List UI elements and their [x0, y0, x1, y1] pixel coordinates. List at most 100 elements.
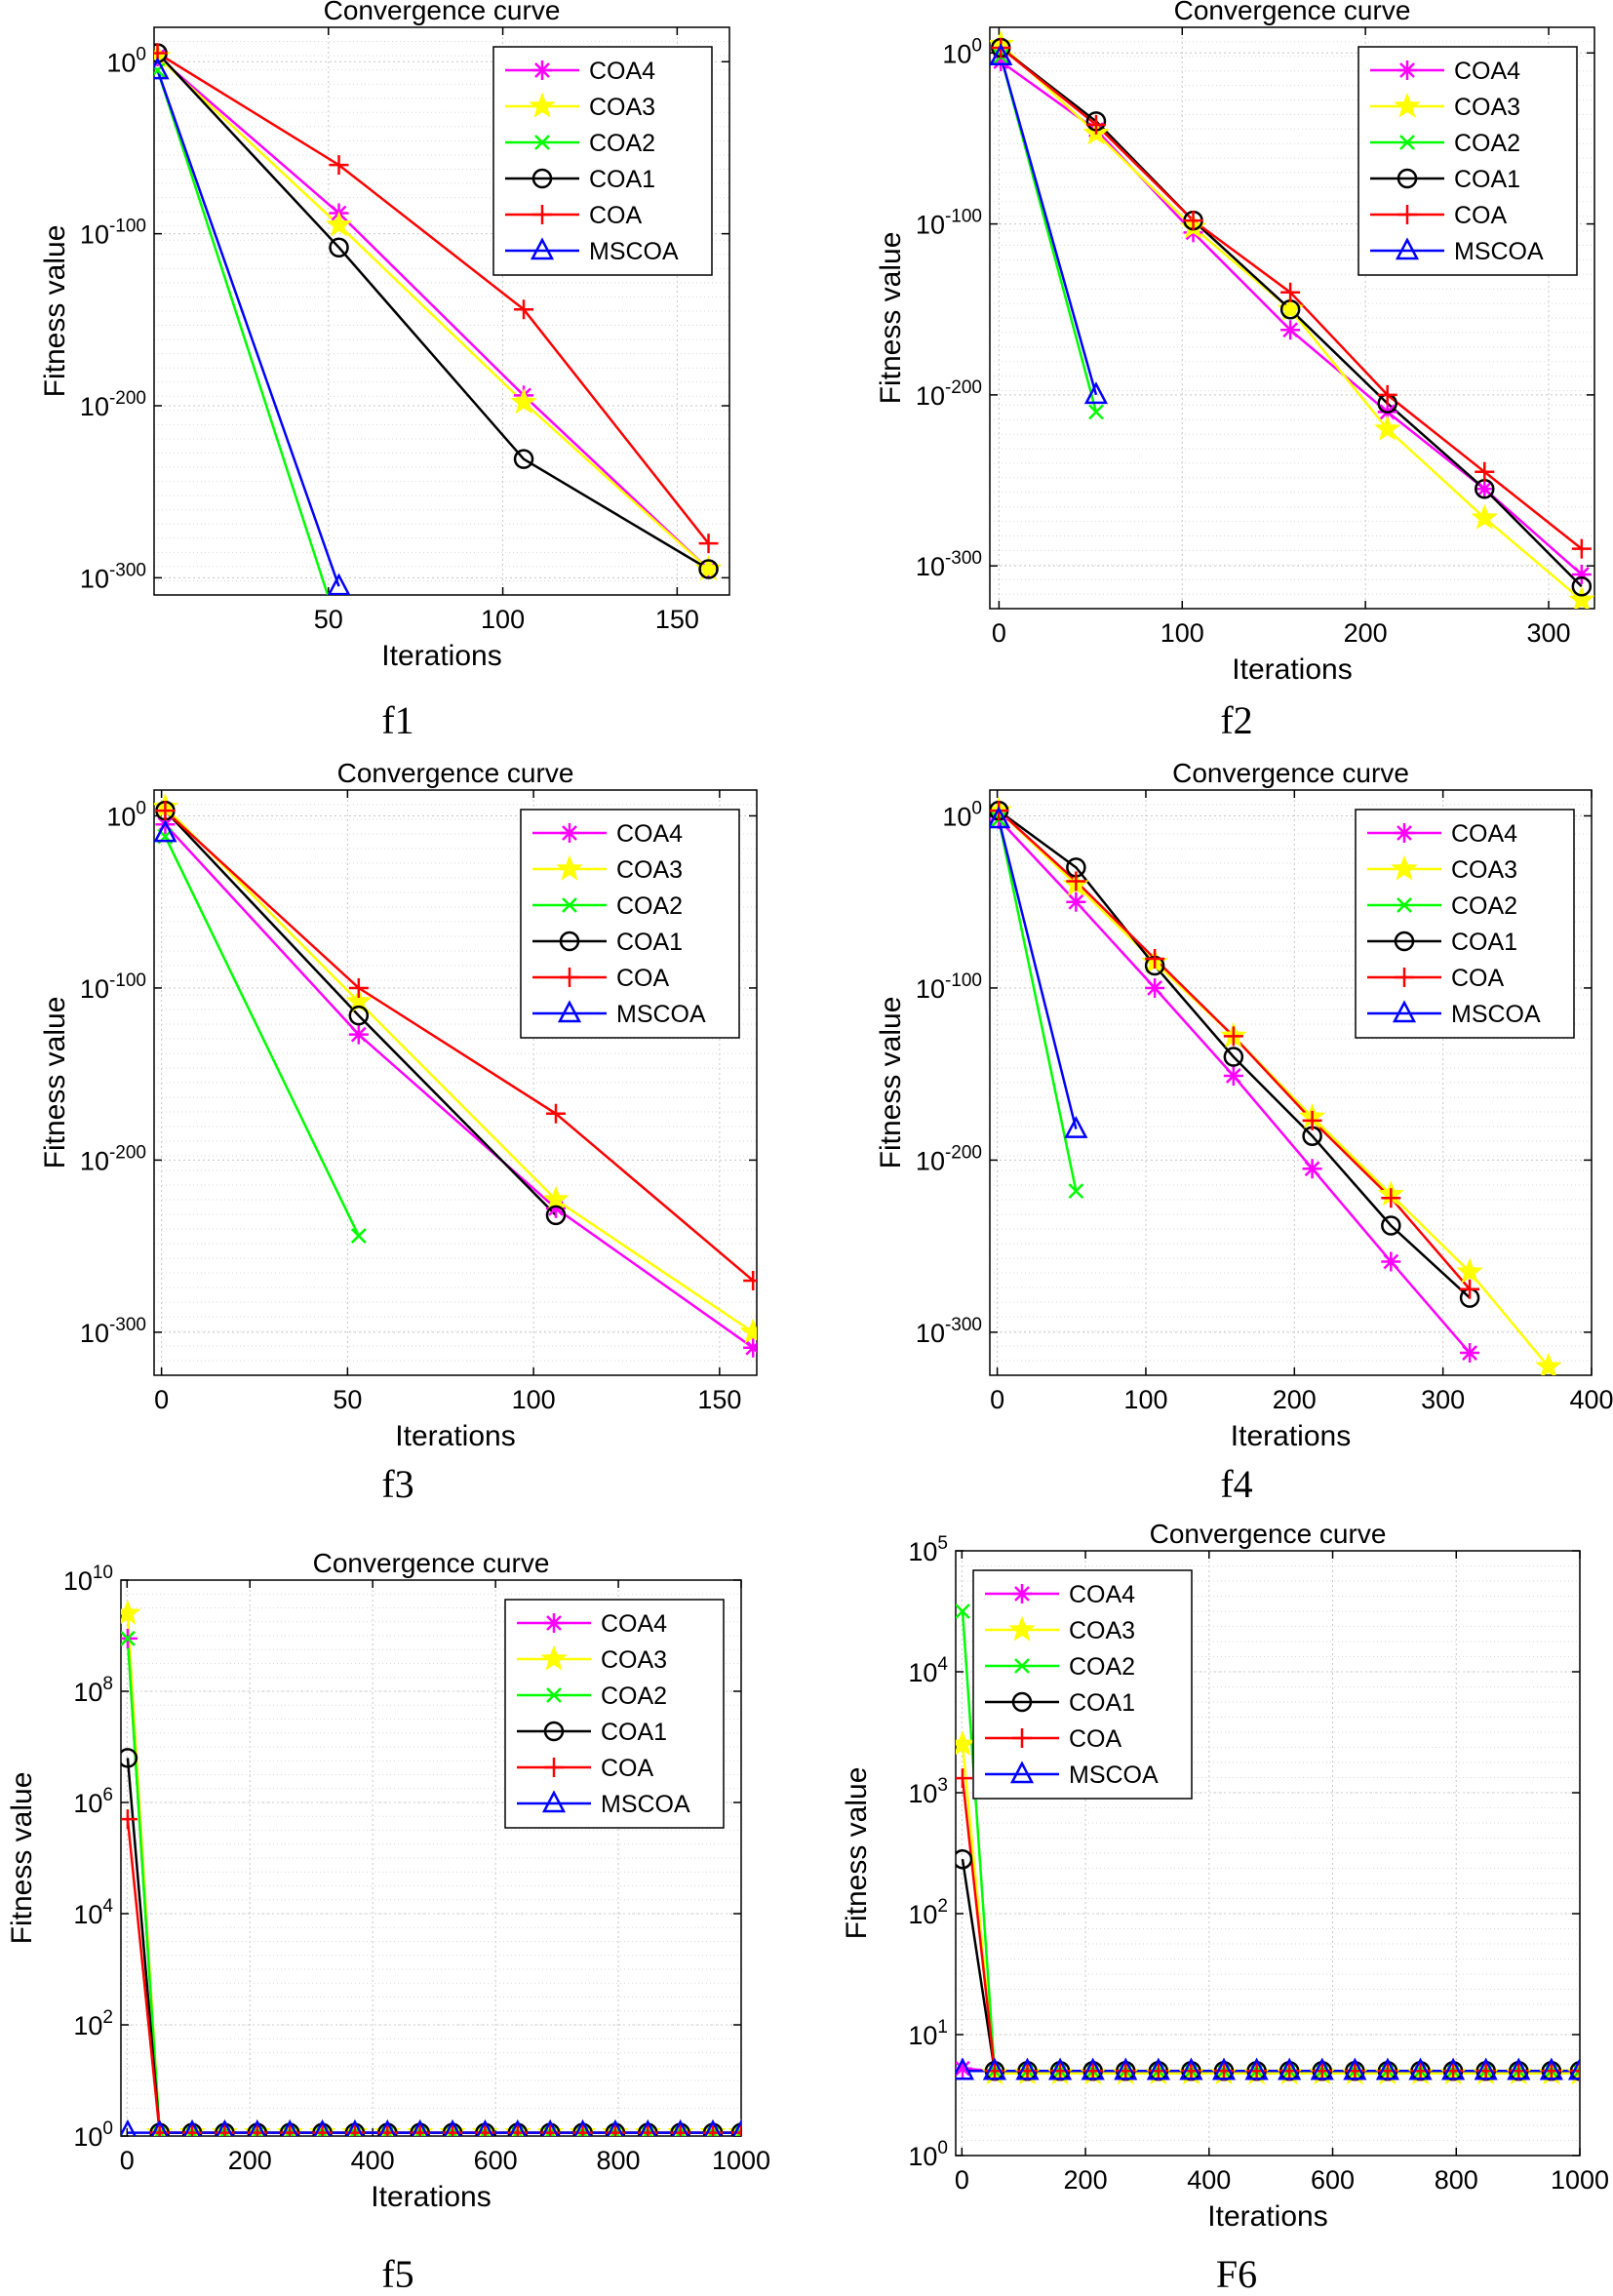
legend-marker: [546, 1687, 562, 1703]
data-point-coa: [1571, 538, 1592, 559]
data-point-mscoa: [378, 2118, 397, 2136]
y-tick-label: 100: [106, 798, 146, 831]
legend-marker: [560, 968, 579, 987]
y-tick-label: 106: [73, 1785, 113, 1818]
legend-box: [504, 1599, 725, 1829]
plot-area: [990, 796, 1562, 1375]
data-point-mscoa: [327, 573, 351, 595]
data-point-mscoa: [990, 806, 1011, 829]
data-point-mscoa: [982, 2057, 1006, 2080]
data-point-coa: [1085, 114, 1106, 135]
series-line-coa3: [156, 56, 710, 571]
data-point-mscoa: [1310, 2057, 1334, 2080]
data-point-mscoa: [411, 2118, 429, 2136]
data-point-mscoa: [1081, 2057, 1105, 2080]
legend: COA4 COA3 COA2 COA1 COA MSCOA: [492, 46, 713, 276]
x-tick-label: 800: [597, 2146, 641, 2175]
legend-marker: [1392, 1000, 1417, 1023]
data-point-coa4: [1066, 891, 1086, 912]
panel-caption: f1: [381, 698, 413, 742]
legend-box: [1357, 46, 1578, 276]
data-point-mscoa: [216, 2118, 234, 2136]
series-line-coa: [164, 810, 755, 1282]
legend-box: [520, 809, 740, 1039]
series-line-coa1: [156, 52, 710, 571]
y-tick-label: 10-200: [80, 1142, 146, 1175]
y-tick-label: 100: [942, 35, 982, 68]
y-tick-label: 10-100: [80, 217, 146, 250]
data-point-coa: [1280, 282, 1301, 302]
y-tick-label: 10-200: [80, 388, 146, 421]
legend-marker: [1395, 237, 1420, 260]
y-tick-label: 10-200: [916, 377, 982, 411]
data-point-mscoa: [248, 2118, 266, 2136]
y-tick-label: 10-300: [80, 1315, 146, 1348]
data-point-coa4: [956, 2058, 972, 2078]
legend-marker: [1397, 897, 1412, 913]
data-point-coa4: [1381, 1251, 1401, 1272]
data-point-coa: [514, 299, 534, 320]
legend-marker: [530, 237, 555, 260]
legend-label-coa1: COA1: [1454, 166, 1520, 193]
data-point-mscoa: [154, 819, 177, 843]
chart-panel-f3: 0 50 100 150 100 10-100 10-200 10-300 Convergenc…: [39, 758, 758, 1506]
data-point-coa3: [1568, 585, 1594, 609]
data-point-coa: [546, 1103, 566, 1124]
data-point-coa3: [325, 211, 353, 237]
chart-title: Convergence curve: [337, 758, 574, 788]
data-point-coa1: [698, 559, 719, 579]
data-point-coa4: [1571, 564, 1592, 584]
axes-frame: [153, 26, 730, 596]
data-point-coa: [698, 534, 719, 554]
data-point-coa3: [1471, 503, 1498, 530]
data-point-coa2: [1068, 1183, 1084, 1200]
data-point-coa: [743, 1270, 757, 1290]
legend-label-coa3: COA3: [1451, 856, 1517, 884]
data-point-coa3: [121, 1599, 141, 1625]
legend-marker: [1397, 60, 1417, 80]
data-point-coa3: [739, 1318, 757, 1344]
data-point-coa4: [348, 1024, 369, 1045]
legend-marker: [1395, 823, 1414, 843]
data-point-mscoa: [508, 2118, 527, 2136]
legend-label-mscoa: MSCOA: [589, 238, 679, 265]
axes-frame: [989, 26, 1595, 610]
y-tick-label: 104: [908, 1654, 948, 1687]
y-axis-label: Fitness value: [39, 997, 71, 1169]
legend-label-mscoa: MSCOA: [601, 1791, 690, 1818]
data-point-coa: [1475, 461, 1495, 482]
data-point-mscoa: [1375, 2057, 1400, 2080]
y-tick-label: 1010: [63, 1563, 113, 1596]
legend-marker: [1012, 1584, 1032, 1603]
axes-frame: [120, 1579, 742, 2137]
data-point-coa2: [121, 1630, 136, 1646]
legend-box: [972, 1569, 1193, 1800]
series-line-coa1: [998, 810, 1471, 1299]
data-point-mscoa: [1278, 2057, 1302, 2080]
legend-marker: [560, 823, 579, 843]
data-point-mscoa: [1015, 2057, 1040, 2080]
y-tick-label: 100: [908, 2138, 948, 2171]
legend-label-coa: COA: [1069, 1725, 1122, 1753]
legend-label-coa1: COA1: [1451, 929, 1517, 956]
plot-area: [121, 1599, 741, 2136]
data-point-coa: [155, 801, 176, 821]
legend: COA4 COA3 COA2 COA1 COA MSCOA: [504, 1599, 725, 1829]
series-line-coa4: [164, 823, 754, 1349]
data-point-mscoa: [1146, 2057, 1170, 2080]
data-point-coa: [1223, 1026, 1243, 1047]
data-point-mscoa: [606, 2118, 624, 2136]
series-line-coa: [961, 1777, 1580, 2073]
data-point-coa3: [1535, 1352, 1562, 1375]
y-tick-label: 100: [73, 2118, 113, 2152]
x-tick-label: 800: [1435, 2165, 1478, 2195]
legend-marker: [540, 1644, 568, 1671]
data-point-mscoa: [1064, 1115, 1088, 1138]
series-line-coa2: [156, 69, 330, 595]
legend-label-coa3: COA3: [1069, 1617, 1135, 1644]
legend: COA4 COA3 COA2 COA1 COA MSCOA: [520, 809, 740, 1039]
data-point-mscoa: [1567, 2057, 1580, 2080]
legend-marker: [1011, 1691, 1033, 1713]
data-point-mscoa: [731, 2118, 741, 2136]
y-axis-label: Fitness value: [841, 1767, 873, 1940]
